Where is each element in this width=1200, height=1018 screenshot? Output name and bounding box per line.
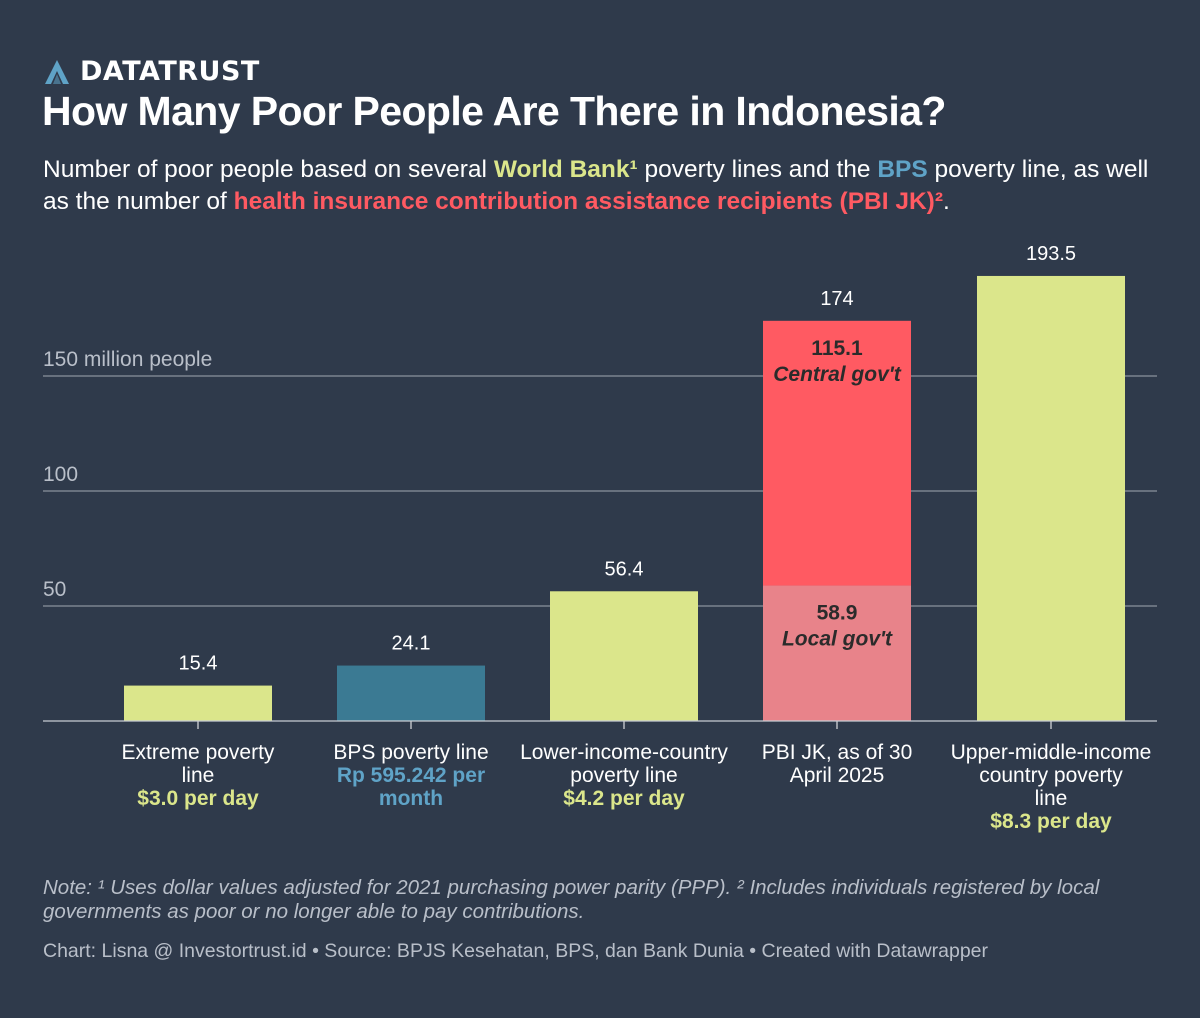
y-tick-label: 150 million people bbox=[43, 348, 212, 371]
bar-segment bbox=[124, 685, 272, 721]
chart-subtitle: Number of poor people based on several W… bbox=[43, 154, 1163, 218]
segment-name-label: Local gov't bbox=[782, 628, 893, 651]
subtitle-world-bank: World Bank¹ bbox=[493, 156, 638, 183]
bar-total-label: 15.4 bbox=[179, 653, 218, 675]
bar-segment bbox=[977, 275, 1125, 721]
x-category-label: Upper-middle-income bbox=[951, 741, 1152, 764]
segment-name-label: Central gov't bbox=[773, 363, 902, 386]
brand: DATATRUST bbox=[44, 56, 260, 87]
x-category-label: BPS poverty line bbox=[333, 741, 488, 764]
y-tick-label: 50 bbox=[43, 578, 66, 601]
x-category-label: PBI JK, as of 30 bbox=[762, 741, 913, 764]
x-category-label: country poverty bbox=[979, 764, 1123, 787]
bar-segment bbox=[337, 665, 485, 721]
chart-credits: Chart: Lisna @ Investortrust.id • Source… bbox=[43, 940, 989, 962]
y-tick-label: 100 bbox=[43, 463, 78, 486]
x-category-label: Extreme poverty bbox=[122, 741, 275, 764]
segment-value-label: 58.9 bbox=[817, 602, 858, 625]
subtitle-text: poverty lines and the bbox=[637, 156, 878, 183]
chart-title: How Many Poor People Are There in Indone… bbox=[42, 88, 946, 134]
x-category-label: line bbox=[1035, 787, 1068, 810]
subtitle-text: poverty line, as well as the number of bbox=[43, 156, 1149, 215]
x-category-label: line bbox=[182, 764, 215, 787]
triangle-a-logo-icon bbox=[45, 59, 69, 84]
chart-note: Note: ¹ Uses dollar values adjusted for … bbox=[43, 876, 1100, 923]
subtitle-bps: BPS bbox=[877, 156, 928, 183]
bar-total-label: 193.5 bbox=[1026, 243, 1076, 265]
x-category-sublabel: month bbox=[379, 787, 443, 810]
x-category-sublabel: $3.0 per day bbox=[137, 787, 259, 810]
bar-chart: 50 100 150 million people 15.4 Extreme pover… bbox=[43, 243, 1157, 833]
bar-segment bbox=[763, 320, 911, 586]
x-category-label: April 2025 bbox=[790, 764, 885, 787]
x-category-label: poverty line bbox=[570, 764, 677, 787]
subtitle-text: . bbox=[942, 188, 950, 215]
x-category-sublabel: $4.2 per day bbox=[563, 787, 685, 810]
segment-value-label: 115.1 bbox=[811, 337, 863, 360]
chart-area: 50 100 150 million people 15.4 Extreme pover… bbox=[0, 230, 1200, 850]
subtitle-pbi: health insurance contribution assistance… bbox=[233, 188, 943, 215]
x-category-label: Lower-income-country bbox=[520, 741, 728, 764]
bar-segment bbox=[550, 591, 698, 721]
bar-total-label: 174 bbox=[820, 288, 853, 310]
x-category-sublabel: Rp 595.242 per bbox=[337, 764, 485, 787]
bar-total-label: 56.4 bbox=[605, 558, 644, 580]
bar-total-label: 24.1 bbox=[392, 633, 431, 655]
brand-name: DATATRUST bbox=[80, 56, 260, 87]
subtitle-text: Number of poor people based on several bbox=[43, 156, 494, 183]
x-category-sublabel: $8.3 per day bbox=[990, 810, 1112, 833]
bar-segment bbox=[763, 585, 911, 721]
